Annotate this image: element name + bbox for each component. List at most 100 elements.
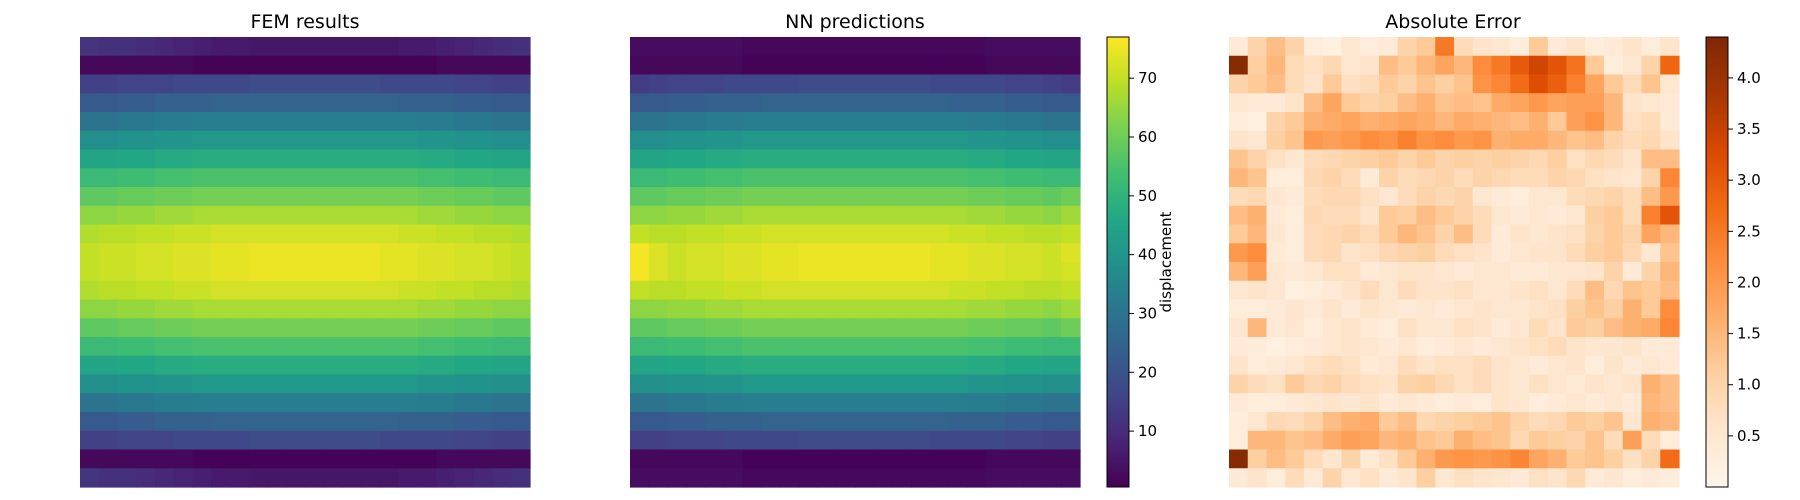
heatmap-cell-nn	[798, 449, 819, 469]
heatmap-cell-fem	[286, 280, 306, 301]
heatmap-cell-error	[1529, 55, 1549, 76]
heatmap-cell-fem	[398, 262, 419, 282]
heatmap-cell-fem	[473, 74, 494, 94]
heatmap-cell-error	[1397, 243, 1418, 263]
heatmap-cell-fem	[117, 187, 137, 207]
heatmap-cell-fem	[136, 337, 156, 357]
heatmap-cell-fem	[380, 280, 400, 301]
heatmap-cell-fem	[511, 37, 531, 57]
heatmap-cell-nn	[892, 93, 912, 113]
heatmap-cell-nn	[967, 412, 987, 432]
heatmap-cell-error	[1491, 430, 1511, 451]
heatmap-cell-fem	[192, 280, 212, 301]
heatmap-cell-nn	[817, 130, 837, 151]
heatmap-cell-nn	[780, 112, 800, 132]
heatmap-cell-fem	[398, 130, 419, 151]
heatmap-cell-fem	[98, 168, 119, 188]
heatmap-cell-error	[1566, 243, 1586, 263]
heatmap-cell-nn	[930, 299, 950, 319]
heatmap-cell-fem	[436, 55, 456, 76]
heatmap-cell-fem	[211, 468, 231, 488]
heatmap-cell-error	[1247, 55, 1268, 76]
heatmap-cell-error	[1416, 112, 1436, 132]
heatmap-cell-error	[1266, 374, 1286, 394]
heatmap-cell-fem	[361, 430, 381, 451]
heatmap-nn	[630, 37, 1081, 488]
colorbar-error: 0.51.01.52.02.53.03.54.0	[1705, 36, 1761, 488]
heatmap-cell-error	[1454, 149, 1474, 169]
heatmap-cell-nn	[930, 262, 950, 282]
heatmap-cell-fem	[455, 430, 475, 451]
heatmap-cell-error	[1416, 37, 1436, 57]
heatmap-cell-fem	[323, 299, 344, 319]
heatmap-cell-error	[1585, 337, 1605, 357]
heatmap-cell-error	[1641, 187, 1661, 207]
heatmap-cell-fem	[436, 205, 456, 226]
heatmap-cell-error	[1472, 112, 1493, 132]
heatmap-cell-nn	[723, 430, 744, 451]
heatmap-cell-error	[1397, 93, 1418, 113]
heatmap-cell-nn	[873, 355, 894, 376]
heatmap-cell-fem	[248, 355, 269, 376]
heatmap-cell-fem	[342, 74, 362, 94]
heatmap-cell-nn	[948, 224, 969, 244]
heatmap-cell-fem	[380, 74, 400, 94]
heatmap-cell-nn	[948, 374, 969, 394]
heatmap-cell-fem	[342, 55, 362, 76]
heatmap-cell-error	[1360, 468, 1380, 488]
heatmap-cell-fem	[436, 393, 456, 413]
heatmap-cell-nn	[686, 262, 706, 282]
heatmap-cell-fem	[305, 205, 325, 226]
heatmap-cell-fem	[192, 468, 212, 488]
heatmap-cell-nn	[686, 374, 706, 394]
heatmap-cell-error	[1641, 318, 1661, 338]
heatmap-cell-error	[1266, 37, 1286, 57]
heatmap-cell-fem	[248, 280, 269, 301]
heatmap-cell-error	[1435, 168, 1455, 188]
heatmap-cell-nn	[986, 262, 1006, 282]
heatmap-cell-error	[1379, 149, 1399, 169]
heatmap-cell-fem	[155, 74, 175, 94]
heatmap-cell-error	[1435, 337, 1455, 357]
heatmap-cell-fem	[323, 243, 344, 263]
heatmap-cell-fem	[155, 262, 175, 282]
heatmap-cell-fem	[511, 412, 531, 432]
heatmap-cell-nn	[817, 337, 837, 357]
heatmap-cell-error	[1641, 149, 1661, 169]
heatmap-cell-error	[1247, 262, 1268, 282]
heatmap-cell-error	[1304, 149, 1324, 169]
heatmap-cell-nn	[705, 74, 725, 94]
heatmap-cell-fem	[492, 374, 512, 394]
heatmap-cell-fem	[230, 280, 250, 301]
heatmap-cell-nn	[798, 468, 819, 488]
heatmap-cell-error	[1435, 280, 1455, 301]
heatmap-cell-error	[1397, 337, 1418, 357]
heatmap-cell-error	[1416, 430, 1436, 451]
heatmap-cell-nn	[948, 112, 969, 132]
heatmap-cell-error	[1416, 468, 1436, 488]
heatmap-cell-fem	[155, 299, 175, 319]
heatmap-cell-fem	[305, 149, 325, 169]
heatmap-cell-error	[1529, 149, 1549, 169]
heatmap-cell-nn	[648, 337, 669, 357]
heatmap-cell-fem	[436, 74, 456, 94]
heatmap-cell-error	[1622, 318, 1643, 338]
heatmap-cell-error	[1322, 149, 1343, 169]
heatmap-cell-fem	[230, 205, 250, 226]
heatmap-cell-nn	[930, 112, 950, 132]
heatmap-cell-nn	[930, 55, 950, 76]
heatmap-cell-error	[1641, 299, 1661, 319]
heatmap-cell-fem	[192, 299, 212, 319]
heatmap-cell-error	[1491, 337, 1511, 357]
heatmap-cell-nn	[930, 412, 950, 432]
heatmap-cell-error	[1547, 430, 1568, 451]
heatmap-cell-error	[1510, 318, 1530, 338]
heatmap-cell-nn	[742, 55, 762, 76]
heatmap-cell-error	[1472, 393, 1493, 413]
heatmap-cell-fem	[173, 243, 194, 263]
heatmap-cell-fem	[305, 299, 325, 319]
heatmap-cell-error	[1622, 55, 1643, 76]
heatmap-cell-error	[1529, 112, 1549, 132]
